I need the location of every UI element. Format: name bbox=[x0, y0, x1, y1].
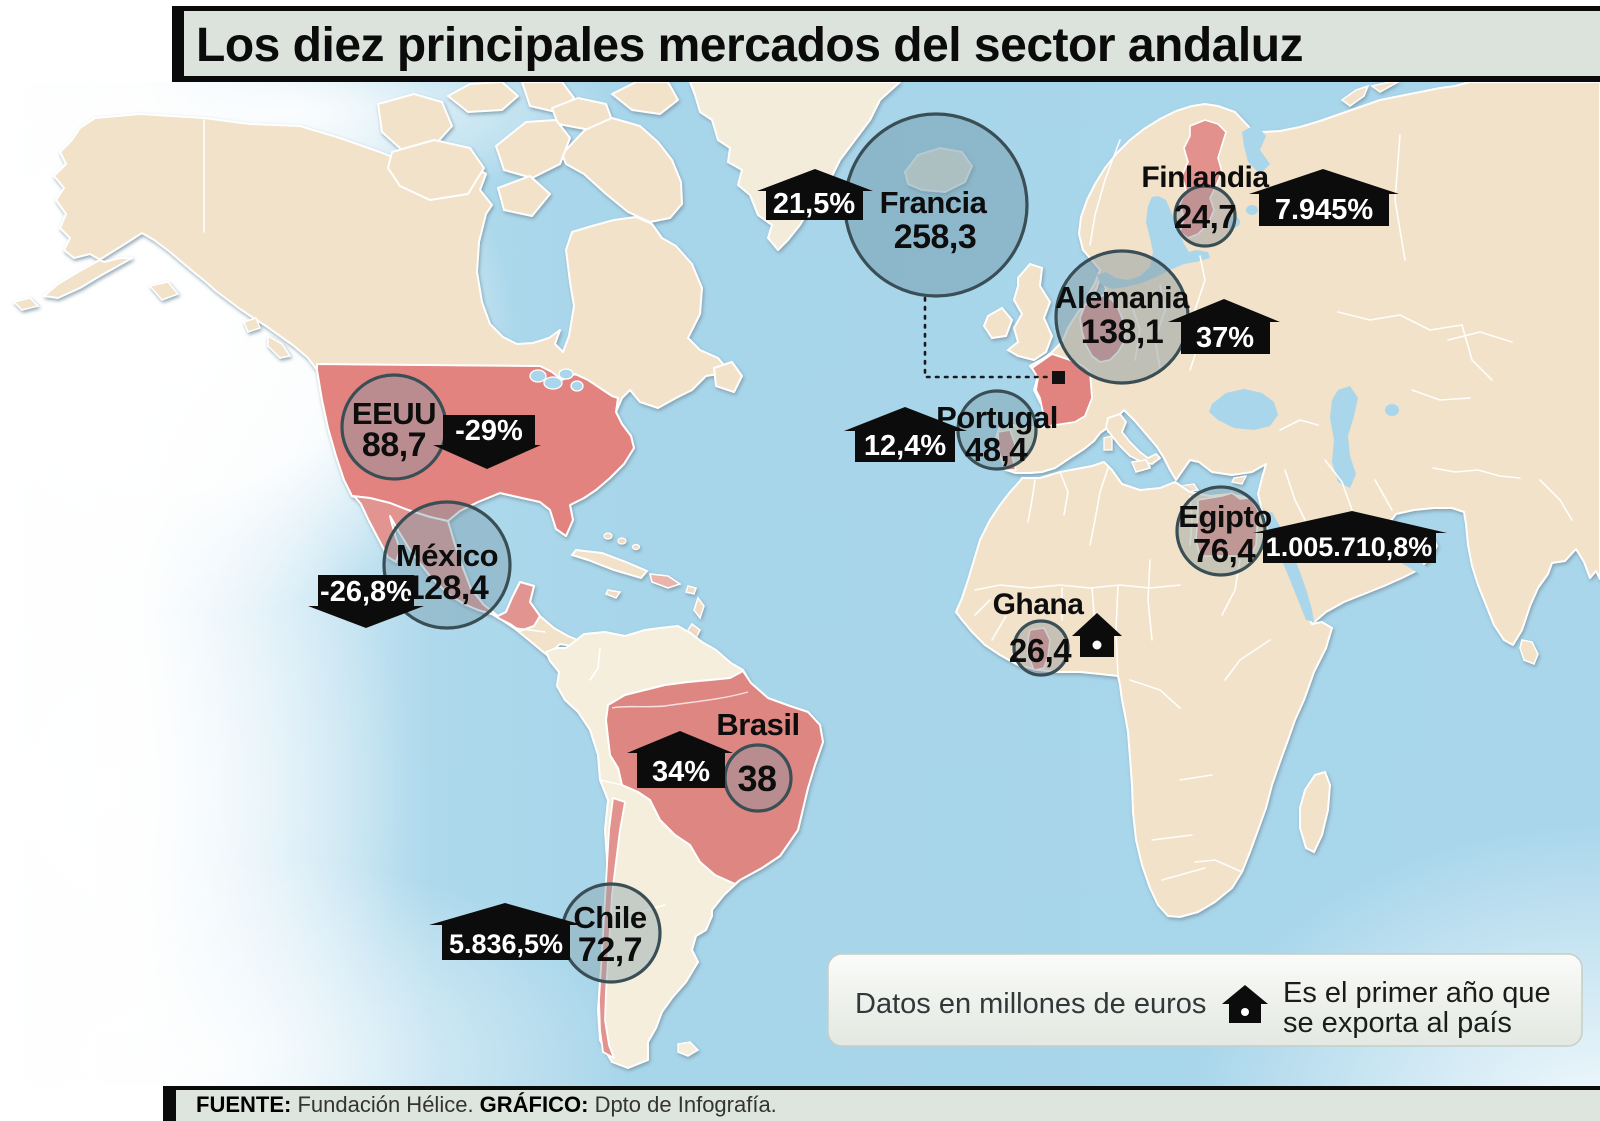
svg-text:Datos en millones de euros: Datos en millones de euros bbox=[855, 988, 1206, 1020]
svg-text:FUENTE: Fundación Hélice. GRÁF: FUENTE: Fundación Hélice. GRÁFICO: Dpto … bbox=[196, 1092, 777, 1117]
svg-text:EEUU: EEUU bbox=[352, 396, 436, 431]
svg-text:Alemania: Alemania bbox=[1055, 280, 1190, 315]
svg-text:88,7: 88,7 bbox=[362, 426, 426, 464]
svg-text:Francia: Francia bbox=[880, 185, 988, 220]
svg-text:76,4: 76,4 bbox=[1193, 532, 1256, 569]
svg-text:Brasil: Brasil bbox=[716, 707, 799, 742]
svg-text:7.945%: 7.945% bbox=[1275, 194, 1374, 226]
svg-text:Portugal: Portugal bbox=[936, 400, 1058, 435]
svg-text:21,5%: 21,5% bbox=[773, 188, 855, 220]
svg-text:72,7: 72,7 bbox=[578, 931, 642, 969]
svg-text:12,4%: 12,4% bbox=[864, 430, 946, 462]
svg-text:-29%: -29% bbox=[455, 415, 523, 447]
svg-text:-26,8%: -26,8% bbox=[320, 576, 412, 608]
svg-text:48,4: 48,4 bbox=[965, 431, 1028, 468]
svg-text:Es el primer año que: Es el primer año que bbox=[1283, 977, 1551, 1009]
svg-text:258,3: 258,3 bbox=[894, 218, 977, 256]
svg-text:Egipto: Egipto bbox=[1178, 499, 1271, 534]
svg-text:24,7: 24,7 bbox=[1174, 198, 1236, 235]
svg-text:128,4: 128,4 bbox=[406, 569, 489, 607]
svg-text:26,4: 26,4 bbox=[1009, 632, 1072, 669]
svg-text:38: 38 bbox=[737, 758, 776, 799]
svg-text:Chile: Chile bbox=[573, 900, 647, 935]
svg-text:Ghana: Ghana bbox=[993, 588, 1085, 621]
svg-text:138,1: 138,1 bbox=[1081, 313, 1164, 351]
svg-text:Los diez principales mercados: Los diez principales mercados del sector… bbox=[196, 19, 1303, 72]
svg-text:México: México bbox=[396, 538, 498, 573]
svg-text:37%: 37% bbox=[1196, 322, 1254, 354]
svg-text:se exporta al país: se exporta al país bbox=[1283, 1007, 1512, 1039]
svg-text:34%: 34% bbox=[652, 756, 710, 788]
svg-text:1.005.710,8%: 1.005.710,8% bbox=[1266, 532, 1433, 562]
svg-text:5.836,5%: 5.836,5% bbox=[449, 929, 563, 959]
svg-text:Finlandia: Finlandia bbox=[1141, 161, 1269, 194]
